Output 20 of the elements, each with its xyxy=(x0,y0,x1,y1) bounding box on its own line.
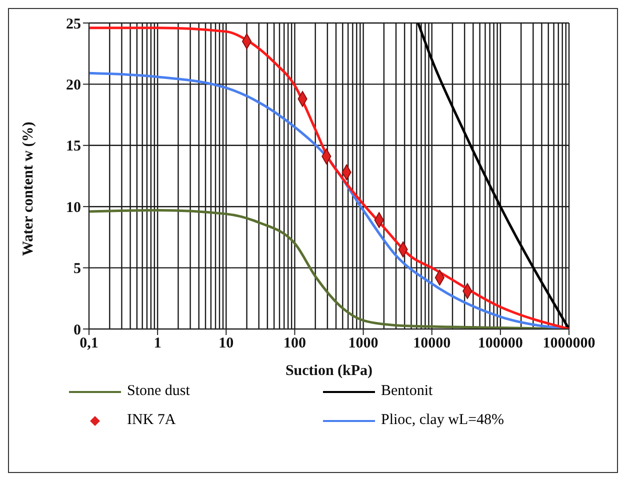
x-tick-label: 100000 xyxy=(478,336,523,352)
x-tick-label: 10000 xyxy=(413,336,451,352)
x-tick-label: 1000000 xyxy=(542,336,596,352)
x-tick-label: 1000 xyxy=(348,336,378,352)
x-tick-label: 1 xyxy=(154,336,162,352)
y-tick-label: 15 xyxy=(66,138,81,155)
x-tick-label: 0,1 xyxy=(80,336,98,352)
legend-label: Stone dust xyxy=(127,383,190,400)
y-tick-label: 10 xyxy=(66,200,81,216)
y-axis-title: Water content w (%) xyxy=(20,122,36,256)
y-tick-label: 5 xyxy=(74,261,81,278)
y-tick-label: 0 xyxy=(74,322,81,338)
legend-label: INK 7A xyxy=(127,412,176,429)
y-tick-label: 20 xyxy=(66,78,81,94)
x-axis-title: Suction (kPa) xyxy=(285,363,373,379)
x-tick-label: 100 xyxy=(283,336,306,352)
legend-label: Bentonit xyxy=(381,383,433,400)
y-tick-label: 25 xyxy=(66,16,81,32)
legend-label: Plioc, clay wL=48% xyxy=(381,412,504,429)
x-tick-label: 10 xyxy=(218,336,234,352)
